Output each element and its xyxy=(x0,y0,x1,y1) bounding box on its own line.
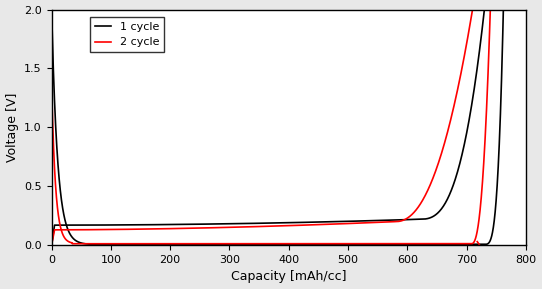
Legend: 1 cycle, 2 cycle: 1 cycle, 2 cycle xyxy=(91,17,164,52)
X-axis label: Capacity [mAh/cc]: Capacity [mAh/cc] xyxy=(231,271,346,284)
Y-axis label: Voltage [V]: Voltage [V] xyxy=(5,93,18,162)
